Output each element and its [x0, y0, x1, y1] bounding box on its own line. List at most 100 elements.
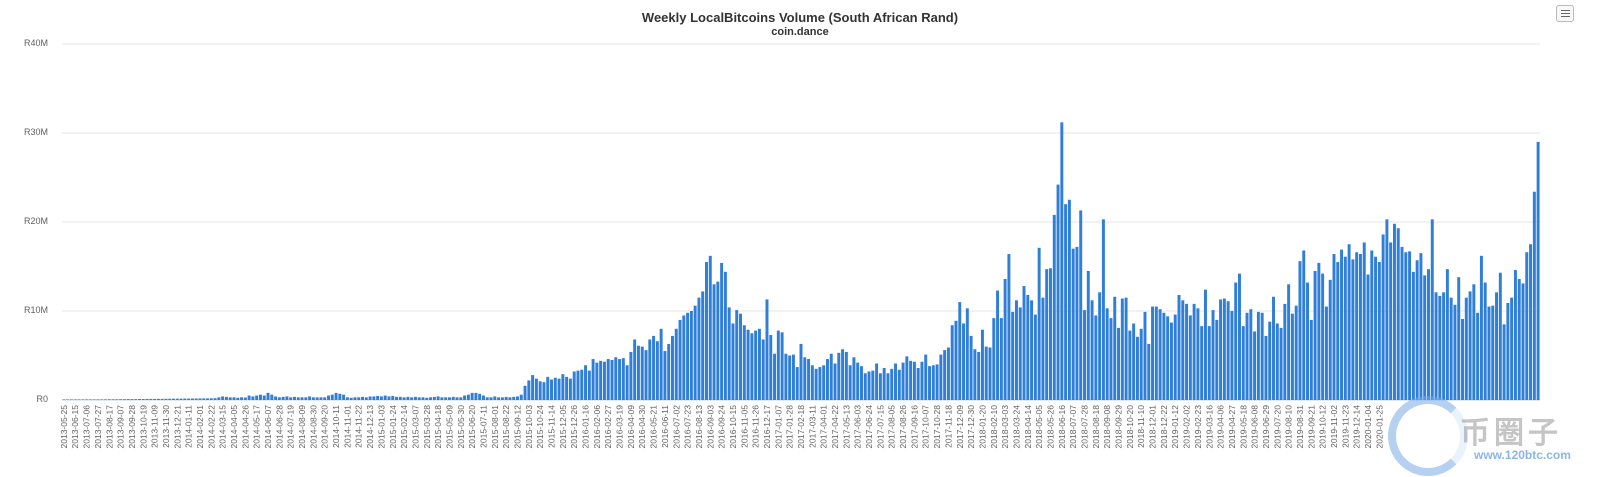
- bar[interactable]: [345, 397, 349, 400]
- bar[interactable]: [138, 399, 141, 400]
- bar[interactable]: [757, 328, 761, 400]
- bar[interactable]: [931, 365, 935, 400]
- bar[interactable]: [1135, 336, 1139, 400]
- bar[interactable]: [504, 396, 508, 400]
- bar[interactable]: [534, 378, 538, 400]
- bar[interactable]: [187, 398, 191, 400]
- bar[interactable]: [841, 349, 845, 400]
- bar[interactable]: [905, 356, 909, 400]
- bar[interactable]: [625, 365, 629, 400]
- bar[interactable]: [1389, 242, 1393, 400]
- bar[interactable]: [1362, 242, 1366, 400]
- bar[interactable]: [788, 355, 792, 401]
- bar[interactable]: [962, 323, 966, 400]
- bar[interactable]: [769, 335, 773, 400]
- bar[interactable]: [1324, 306, 1328, 400]
- bar[interactable]: [1347, 244, 1351, 400]
- bar[interactable]: [878, 373, 882, 400]
- bar[interactable]: [852, 357, 856, 400]
- bar[interactable]: [296, 397, 300, 400]
- bar[interactable]: [742, 325, 746, 400]
- bar[interactable]: [1067, 199, 1071, 400]
- bar[interactable]: [236, 397, 240, 400]
- bar[interactable]: [1105, 308, 1109, 400]
- bar[interactable]: [153, 398, 157, 400]
- bar[interactable]: [1415, 260, 1419, 400]
- bar[interactable]: [553, 377, 557, 400]
- bar[interactable]: [1355, 252, 1359, 400]
- bar[interactable]: [1525, 252, 1529, 400]
- bar[interactable]: [1449, 297, 1453, 400]
- bar[interactable]: [739, 313, 742, 400]
- bar[interactable]: [330, 394, 334, 400]
- bar[interactable]: [451, 396, 455, 400]
- bar[interactable]: [262, 395, 266, 400]
- bar[interactable]: [240, 397, 244, 400]
- bar[interactable]: [1253, 331, 1257, 400]
- bar[interactable]: [482, 395, 485, 400]
- bar[interactable]: [1302, 250, 1306, 400]
- bar[interactable]: [1260, 312, 1264, 400]
- bar[interactable]: [1351, 259, 1355, 400]
- bar[interactable]: [837, 352, 841, 400]
- bar[interactable]: [1396, 228, 1400, 400]
- bar[interactable]: [803, 357, 807, 400]
- bar[interactable]: [372, 396, 376, 400]
- bar[interactable]: [410, 397, 414, 400]
- bar[interactable]: [780, 332, 784, 400]
- bar[interactable]: [697, 297, 701, 400]
- bar[interactable]: [217, 397, 221, 400]
- bar[interactable]: [251, 396, 255, 400]
- bar[interactable]: [1309, 319, 1313, 400]
- bar[interactable]: [315, 397, 319, 400]
- bar[interactable]: [671, 335, 674, 400]
- bar[interactable]: [1188, 315, 1192, 400]
- bar[interactable]: [1083, 310, 1086, 400]
- bar[interactable]: [1411, 271, 1415, 400]
- bar[interactable]: [829, 353, 833, 400]
- bar[interactable]: [746, 329, 750, 400]
- bar[interactable]: [183, 398, 187, 400]
- bar[interactable]: [848, 365, 852, 400]
- bar[interactable]: [474, 392, 478, 400]
- bar[interactable]: [557, 378, 561, 400]
- bar[interactable]: [1445, 269, 1449, 400]
- bar[interactable]: [723, 271, 727, 400]
- bar[interactable]: [357, 397, 361, 400]
- bar[interactable]: [576, 370, 580, 400]
- bar[interactable]: [572, 371, 576, 400]
- bar[interactable]: [595, 362, 599, 400]
- bar[interactable]: [701, 291, 705, 400]
- bar[interactable]: [1060, 122, 1064, 400]
- bar[interactable]: [353, 397, 357, 400]
- bar[interactable]: [618, 359, 622, 400]
- bar[interactable]: [319, 397, 323, 400]
- bar[interactable]: [1513, 270, 1517, 400]
- bar[interactable]: [387, 396, 391, 400]
- bar[interactable]: [489, 397, 493, 400]
- bar[interactable]: [455, 397, 459, 400]
- bar[interactable]: [1283, 303, 1287, 400]
- bar[interactable]: [516, 396, 519, 400]
- bar[interactable]: [1151, 306, 1155, 400]
- bar[interactable]: [1030, 300, 1034, 400]
- bar[interactable]: [508, 397, 512, 400]
- bar[interactable]: [156, 398, 160, 400]
- bar[interactable]: [512, 396, 516, 400]
- bar[interactable]: [277, 397, 281, 400]
- bar[interactable]: [1049, 268, 1052, 400]
- bar[interactable]: [1400, 246, 1404, 400]
- bar[interactable]: [1079, 210, 1083, 400]
- bar[interactable]: [928, 366, 931, 400]
- bar[interactable]: [1370, 250, 1374, 400]
- bar[interactable]: [784, 353, 788, 400]
- bar[interactable]: [77, 399, 81, 400]
- bar[interactable]: [999, 318, 1003, 400]
- bar[interactable]: [591, 359, 595, 400]
- bar[interactable]: [693, 305, 697, 400]
- bar[interactable]: [209, 398, 213, 400]
- bar[interactable]: [822, 365, 826, 400]
- bar[interactable]: [825, 359, 829, 400]
- bar[interactable]: [69, 399, 73, 400]
- bar[interactable]: [667, 343, 671, 400]
